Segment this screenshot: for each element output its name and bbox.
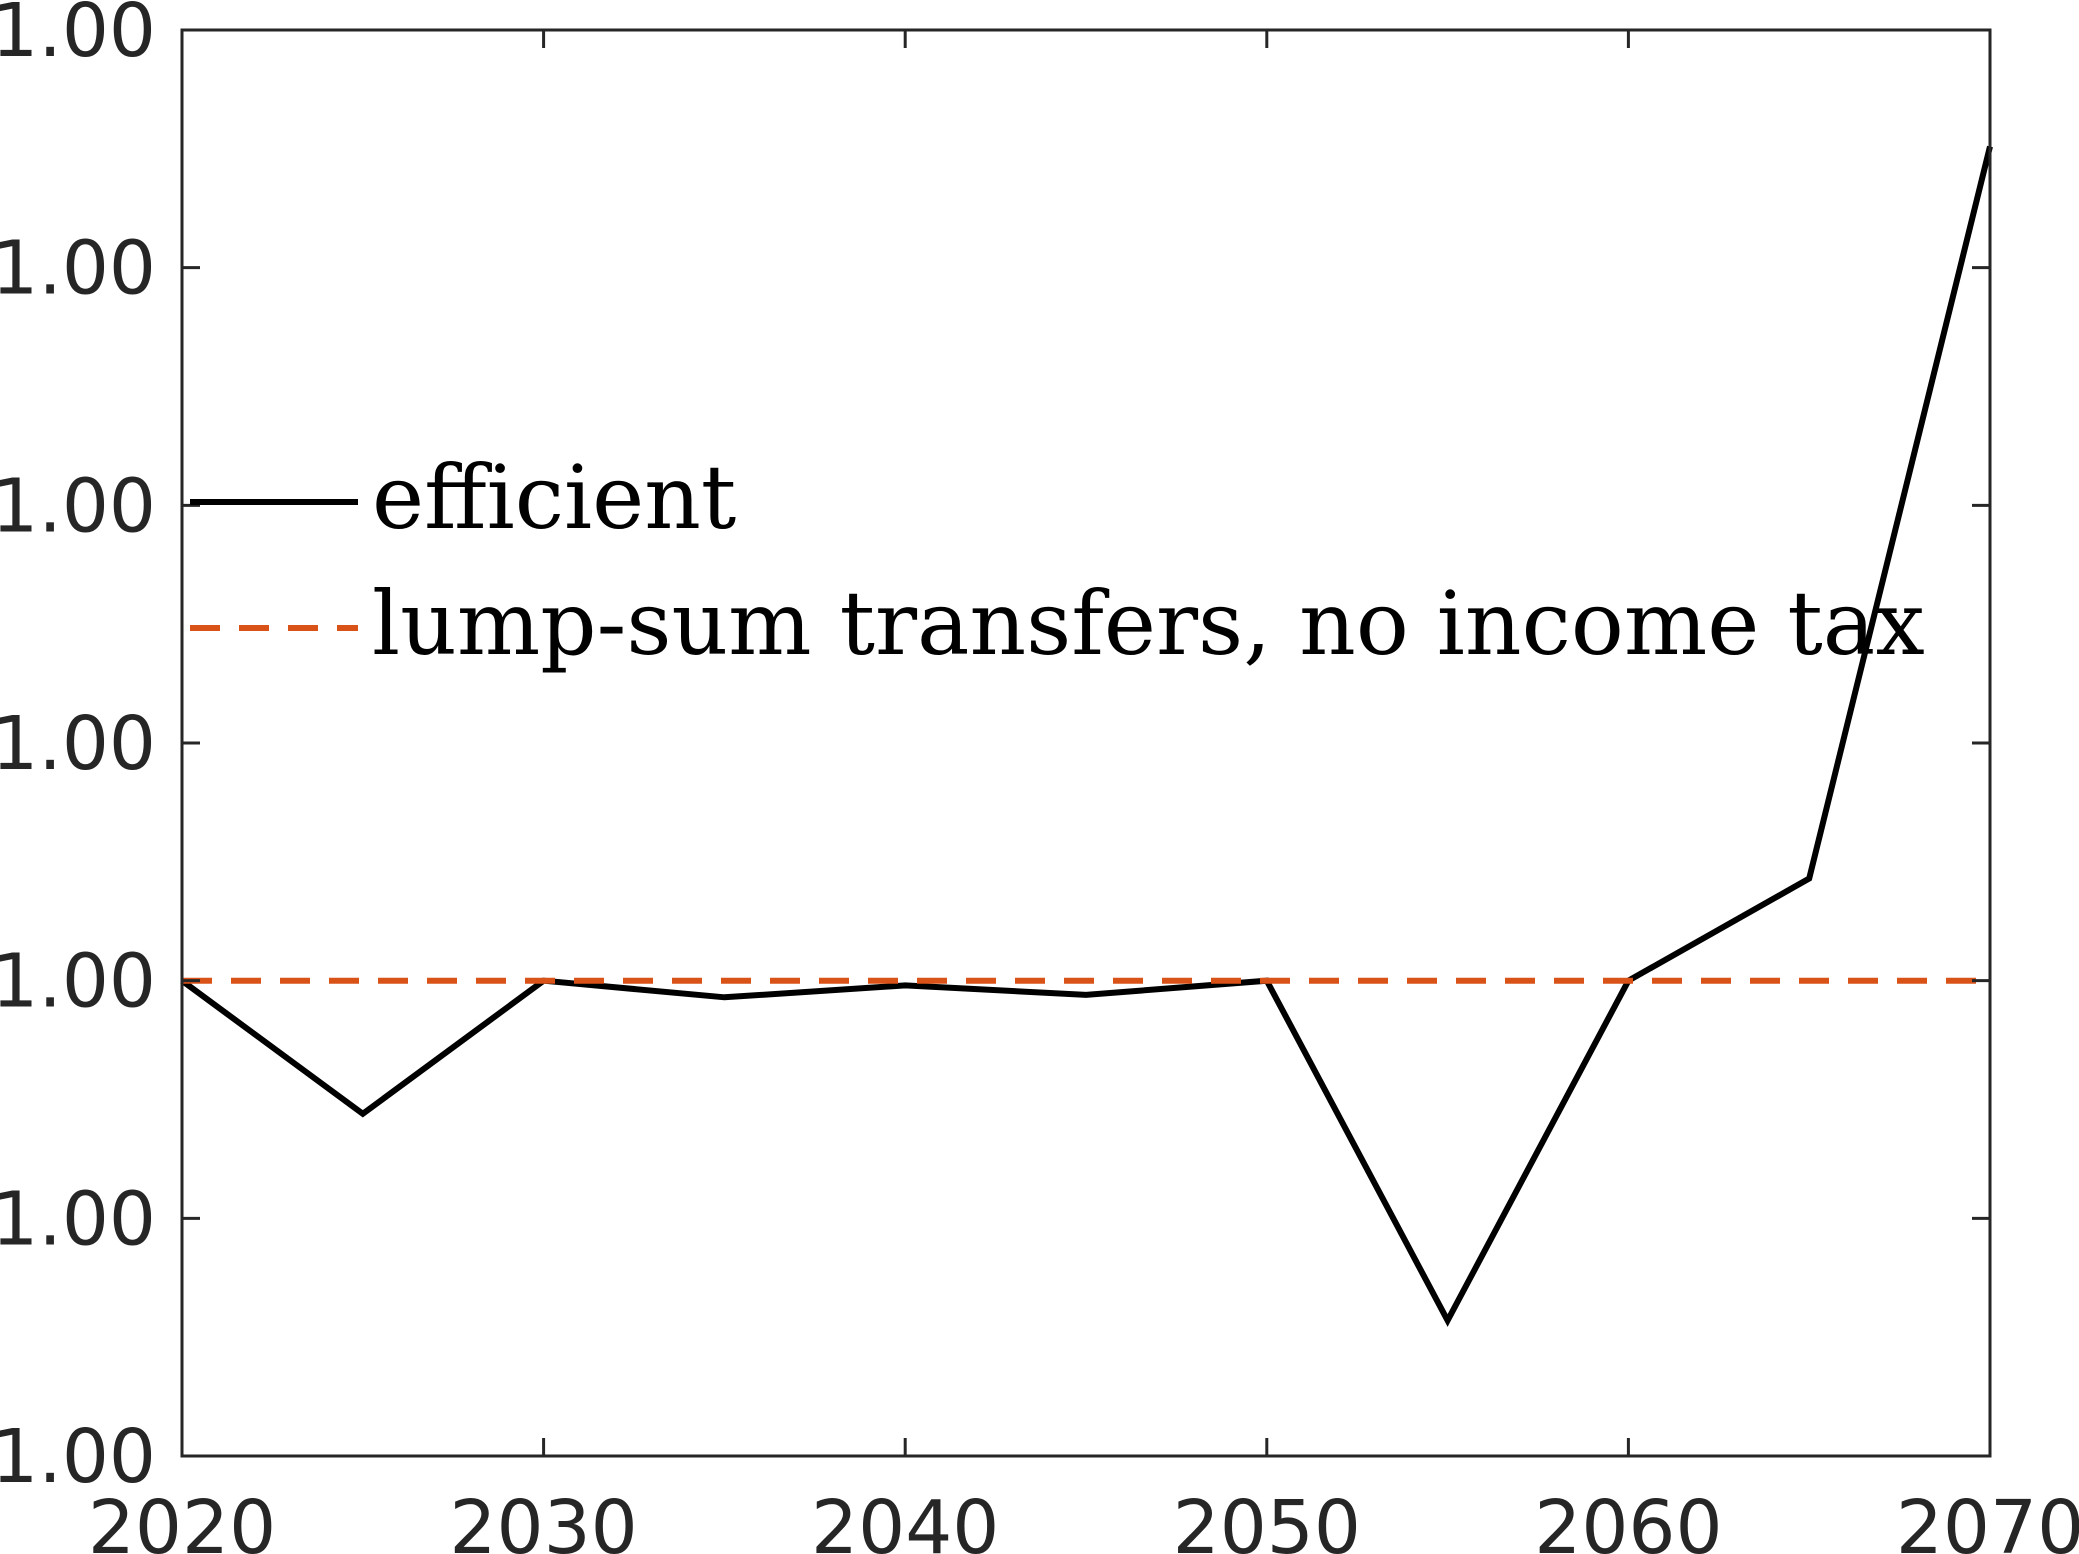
legend: efficient lump-sum transfers, no income t… [190,446,1925,675]
x-tick-label: 2020 [88,1485,276,1554]
y-tick-label: 1.00 [0,226,156,312]
series-line-1 [180,145,1993,1327]
y-tick-label: 1.00 [0,1414,156,1500]
x-tick-label: 2040 [811,1485,999,1554]
plot-background [182,30,1990,1456]
x-tick-label: 2070 [1896,1485,2079,1554]
y-tick-label: 1.00 [0,1176,156,1262]
x-axis: 2020 2030 2040 2050 2060 2070 [88,30,2079,1554]
y-tick-label: 1.00 [0,0,156,74]
y-tick-label: 1.00 [0,463,156,549]
x-tick-label: 2060 [1534,1485,1722,1554]
y-tick-label: 1.00 [0,701,156,787]
series-layer [180,145,1993,1327]
x-tick-label: 2030 [449,1485,637,1554]
legend-label-1: efficient [372,446,736,549]
y-axis: 1.00 1.00 1.00 1.00 1.00 1.00 1.00 [0,0,1990,1500]
legend-label-2: lump-sum transfers, no income tax [372,572,1925,675]
x-tick-label: 2050 [1173,1485,1361,1554]
y-tick-label: 1.00 [0,939,156,1025]
